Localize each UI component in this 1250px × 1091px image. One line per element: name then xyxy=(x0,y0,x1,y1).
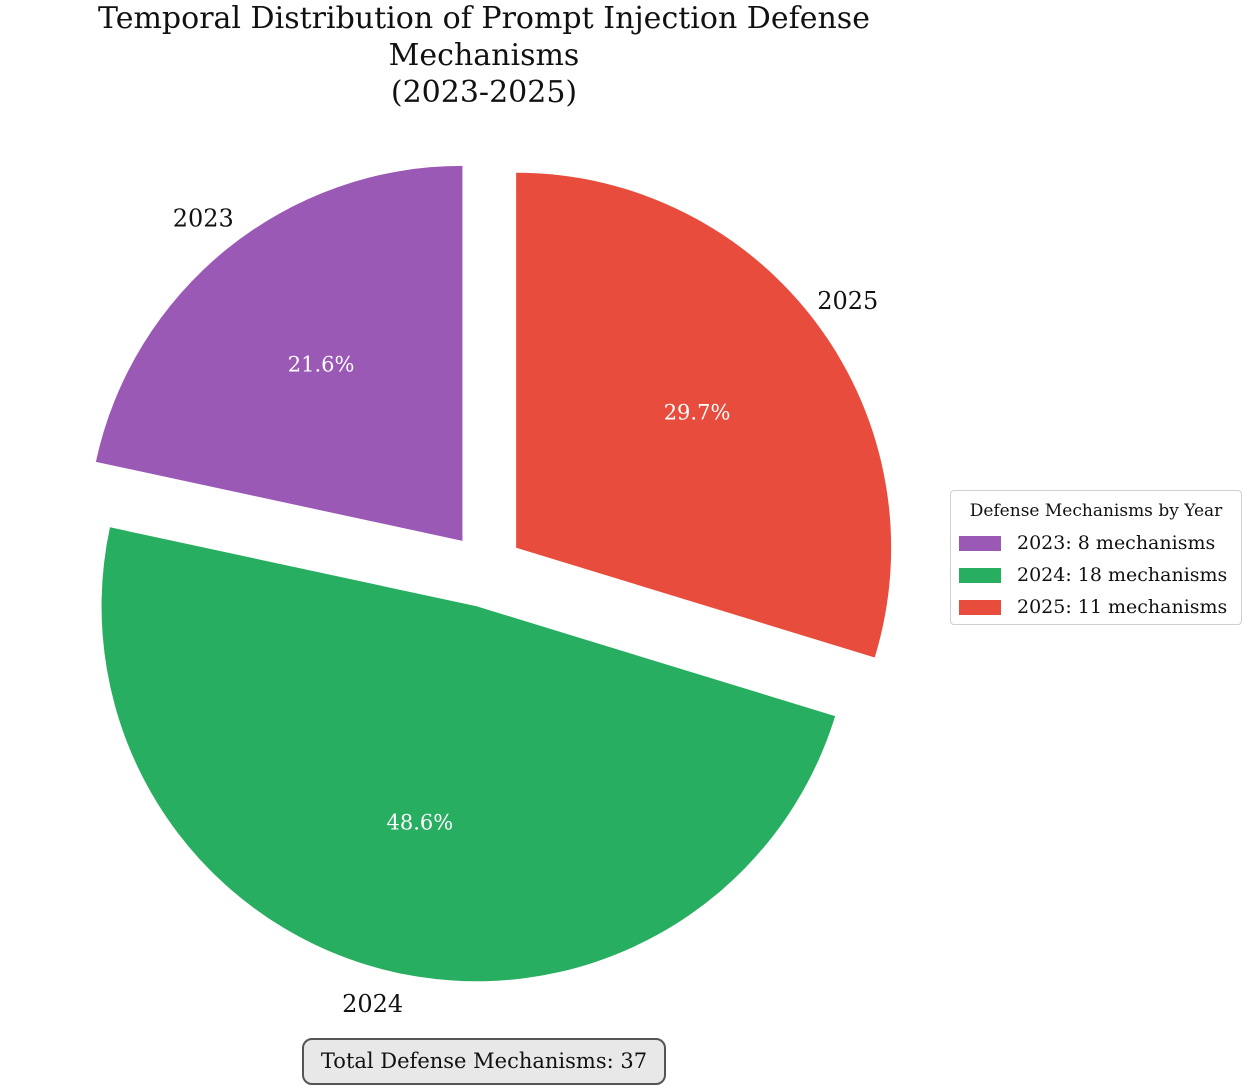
legend-swatch-2025 xyxy=(959,599,1001,615)
total-annotation: Total Defense Mechanisms: 37 xyxy=(302,1038,666,1085)
chart-subtitle: (2023-2025) xyxy=(390,75,578,110)
pie-percent-label-2023: 21.6% xyxy=(288,352,355,376)
chart-title-main: Temporal Distribution of Prompt Injectio… xyxy=(98,1,870,73)
legend-item-2024: 2024: 18 mechanisms xyxy=(959,559,1233,591)
legend-label-2024: 2024: 18 mechanisms xyxy=(1017,564,1228,586)
pie-slice-2025 xyxy=(516,172,892,658)
chart-title: Temporal Distribution of Prompt Injectio… xyxy=(0,0,968,111)
pie-slice-2024 xyxy=(101,527,836,982)
legend-swatch-2023 xyxy=(959,535,1001,551)
legend-label-2023: 2023: 8 mechanisms xyxy=(1017,532,1216,554)
legend: Defense Mechanisms by Year 2023: 8 mecha… xyxy=(950,490,1242,625)
pie-slice-2023 xyxy=(95,165,463,541)
pie-category-label-2023: 2023 xyxy=(173,204,234,232)
pie-percent-label-2025: 29.7% xyxy=(664,400,731,424)
pie-percent-label-2024: 48.6% xyxy=(386,811,453,835)
legend-title: Defense Mechanisms by Year xyxy=(969,501,1223,521)
legend-item-2025: 2025: 11 mechanisms xyxy=(959,591,1233,623)
legend-label-2025: 2025: 11 mechanisms xyxy=(1017,596,1228,618)
pie-category-label-2024: 2024 xyxy=(342,990,403,1018)
legend-item-2023: 2023: 8 mechanisms xyxy=(959,527,1233,559)
legend-swatch-2024 xyxy=(959,567,1001,583)
pie-category-label-2025: 2025 xyxy=(817,287,878,315)
